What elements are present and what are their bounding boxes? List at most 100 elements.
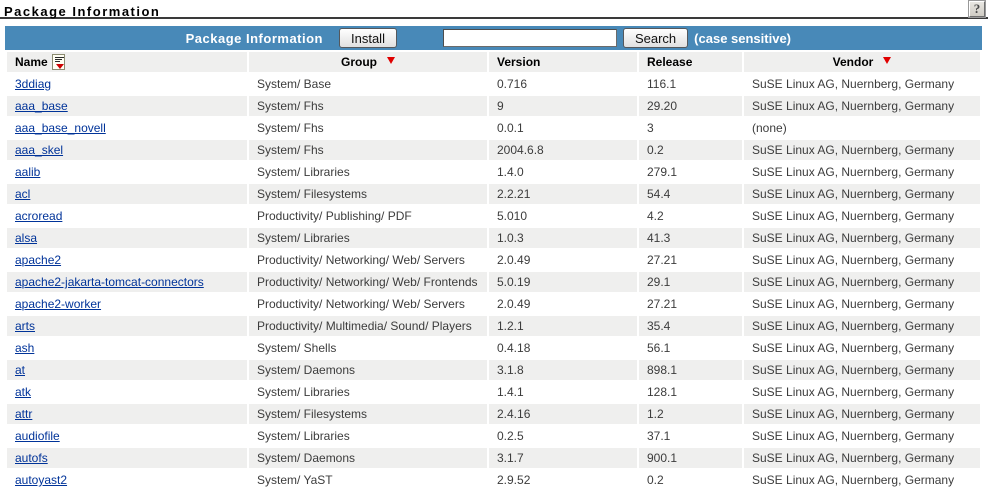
release-cell: 0.2	[639, 470, 742, 490]
help-icon[interactable]: ?	[968, 0, 986, 18]
name-cell: atk	[7, 382, 247, 402]
name-cell: aaa_base	[7, 96, 247, 116]
release-cell: 898.1	[639, 360, 742, 380]
vendor-cell: SuSE Linux AG, Nuernberg, Germany	[744, 316, 980, 336]
release-cell: 35.4	[639, 316, 742, 336]
vendor-cell: SuSE Linux AG, Nuernberg, Germany	[744, 404, 980, 424]
release-cell: 900.1	[639, 448, 742, 468]
name-cell: at	[7, 360, 247, 380]
page-title: Package Information	[4, 4, 161, 19]
table-row: audiofile System/ Libraries 0.2.5 37.1 SuSE …	[7, 426, 980, 446]
name-cell: arts	[7, 316, 247, 336]
version-header-label: Version	[497, 55, 541, 69]
name-cell: audiofile	[7, 426, 247, 446]
column-header-release[interactable]: Release	[639, 52, 742, 72]
package-link[interactable]: aalib	[15, 165, 41, 179]
version-cell: 2.9.52	[489, 470, 637, 490]
name-cell: apache2	[7, 250, 247, 270]
name-cell: 3ddiag	[7, 74, 247, 94]
group-sort-icon[interactable]	[387, 57, 395, 64]
release-cell: 4.2	[639, 206, 742, 226]
name-filter-sort-icon[interactable]	[51, 54, 65, 70]
package-link[interactable]: 3ddiag	[15, 77, 52, 91]
table-row: acl System/ Filesystems 2.2.21 54.4 SuSE Lin…	[7, 184, 980, 204]
group-cell: System/ YaST	[249, 470, 487, 490]
column-header-group[interactable]: Group	[249, 52, 487, 72]
search-button[interactable]: Search	[622, 28, 689, 48]
table-row: atk System/ Libraries 1.4.1 128.1 SuSE Linux…	[7, 382, 980, 402]
search-input[interactable]	[442, 29, 617, 47]
table-row: autoyast2 System/ YaST 2.9.52 0.2 SuSE Linux…	[7, 470, 980, 490]
package-link[interactable]: acl	[15, 187, 31, 201]
version-cell: 1.4.0	[489, 162, 637, 182]
vendor-cell: SuSE Linux AG, Nuernberg, Germany	[744, 272, 980, 292]
package-link[interactable]: autoyast2	[15, 473, 68, 487]
name-header-label: Name	[15, 55, 48, 69]
version-cell: 5.010	[489, 206, 637, 226]
group-cell: System/ Fhs	[249, 118, 487, 138]
table-row: aaa_base_novell System/ Fhs 0.0.1 3 (none)	[7, 118, 980, 138]
table-row: aaa_base System/ Fhs 9 29.20 SuSE Linux AG, …	[7, 96, 980, 116]
table-row: at System/ Daemons 3.1.8 898.1 SuSE Linux AG…	[7, 360, 980, 380]
vendor-sort-icon[interactable]	[883, 57, 892, 64]
release-cell: 0.2	[639, 140, 742, 160]
vendor-cell: SuSE Linux AG, Nuernberg, Germany	[744, 140, 980, 160]
package-link[interactable]: ash	[15, 341, 35, 355]
package-link[interactable]: aaa_base	[15, 99, 68, 113]
package-link[interactable]: apache2-jakarta-tomcat-connectors	[15, 275, 204, 289]
package-link[interactable]: attr	[15, 407, 33, 421]
package-link[interactable]: apache2	[15, 253, 62, 267]
package-link[interactable]: arts	[15, 319, 36, 333]
group-cell: Productivity/ Networking/ Web/ Servers	[249, 250, 487, 270]
vendor-cell: SuSE Linux AG, Nuernberg, Germany	[744, 360, 980, 380]
column-header-name[interactable]: Name	[7, 52, 247, 72]
vendor-cell: SuSE Linux AG, Nuernberg, Germany	[744, 338, 980, 358]
name-cell: acroread	[7, 206, 247, 226]
package-link[interactable]: alsa	[15, 231, 38, 245]
column-header-version[interactable]: Version	[489, 52, 637, 72]
version-cell: 9	[489, 96, 637, 116]
name-cell: autofs	[7, 448, 247, 468]
version-cell: 0.4.18	[489, 338, 637, 358]
install-button[interactable]: Install	[339, 28, 397, 48]
package-link[interactable]: aaa_base_novell	[15, 121, 106, 135]
package-link[interactable]: autofs	[15, 451, 48, 465]
package-link[interactable]: acroread	[15, 209, 63, 223]
table-row: attr System/ Filesystems 2.4.16 1.2 SuSE Lin…	[7, 404, 980, 424]
name-cell: aalib	[7, 162, 247, 182]
name-cell: acl	[7, 184, 247, 204]
group-cell: System/ Fhs	[249, 140, 487, 160]
table-row: apache2 Productivity/ Networking/ Web/ Se…	[7, 250, 980, 270]
package-link[interactable]: atk	[15, 385, 32, 399]
column-header-vendor[interactable]: Vendor	[744, 52, 980, 72]
release-cell: 41.3	[639, 228, 742, 248]
vendor-cell: SuSE Linux AG, Nuernberg, Germany	[744, 74, 980, 94]
package-link[interactable]: aaa_skel	[15, 143, 64, 157]
table-row: autofs System/ Daemons 3.1.7 900.1 SuSE Linu…	[7, 448, 980, 468]
release-cell: 1.2	[639, 404, 742, 424]
version-cell: 1.2.1	[489, 316, 637, 336]
package-link[interactable]: at	[15, 363, 26, 377]
toolbar-title: Package Information	[185, 30, 323, 46]
header-row: Name Group Version Release Vendor	[7, 52, 980, 72]
group-cell: System/ Daemons	[249, 360, 487, 380]
vendor-cell: SuSE Linux AG, Nuernberg, Germany	[744, 448, 980, 468]
name-cell: ash	[7, 338, 247, 358]
package-link[interactable]: apache2-worker	[15, 297, 102, 311]
group-cell: System/ Fhs	[249, 96, 487, 116]
vendor-header-label: Vendor	[832, 55, 874, 69]
name-cell: apache2-jakarta-tomcat-connectors	[7, 272, 247, 292]
vendor-cell: SuSE Linux AG, Nuernberg, Germany	[744, 426, 980, 446]
group-cell: Productivity/ Multimedia/ Sound/ Players	[249, 316, 487, 336]
table-row: arts Productivity/ Multimedia/ Sound/ Pla…	[7, 316, 980, 336]
package-link[interactable]: audiofile	[15, 429, 60, 443]
version-cell: 2.4.16	[489, 404, 637, 424]
name-cell: attr	[7, 404, 247, 424]
table-row: alsa System/ Libraries 1.0.3 41.3 SuSE Linux…	[7, 228, 980, 248]
release-cell: 128.1	[639, 382, 742, 402]
group-cell: System/ Libraries	[249, 382, 487, 402]
table-row: apache2-worker Productivity/ Networking/ …	[7, 294, 980, 314]
version-cell: 5.0.19	[489, 272, 637, 292]
version-cell: 1.0.3	[489, 228, 637, 248]
vendor-cell: SuSE Linux AG, Nuernberg, Germany	[744, 250, 980, 270]
